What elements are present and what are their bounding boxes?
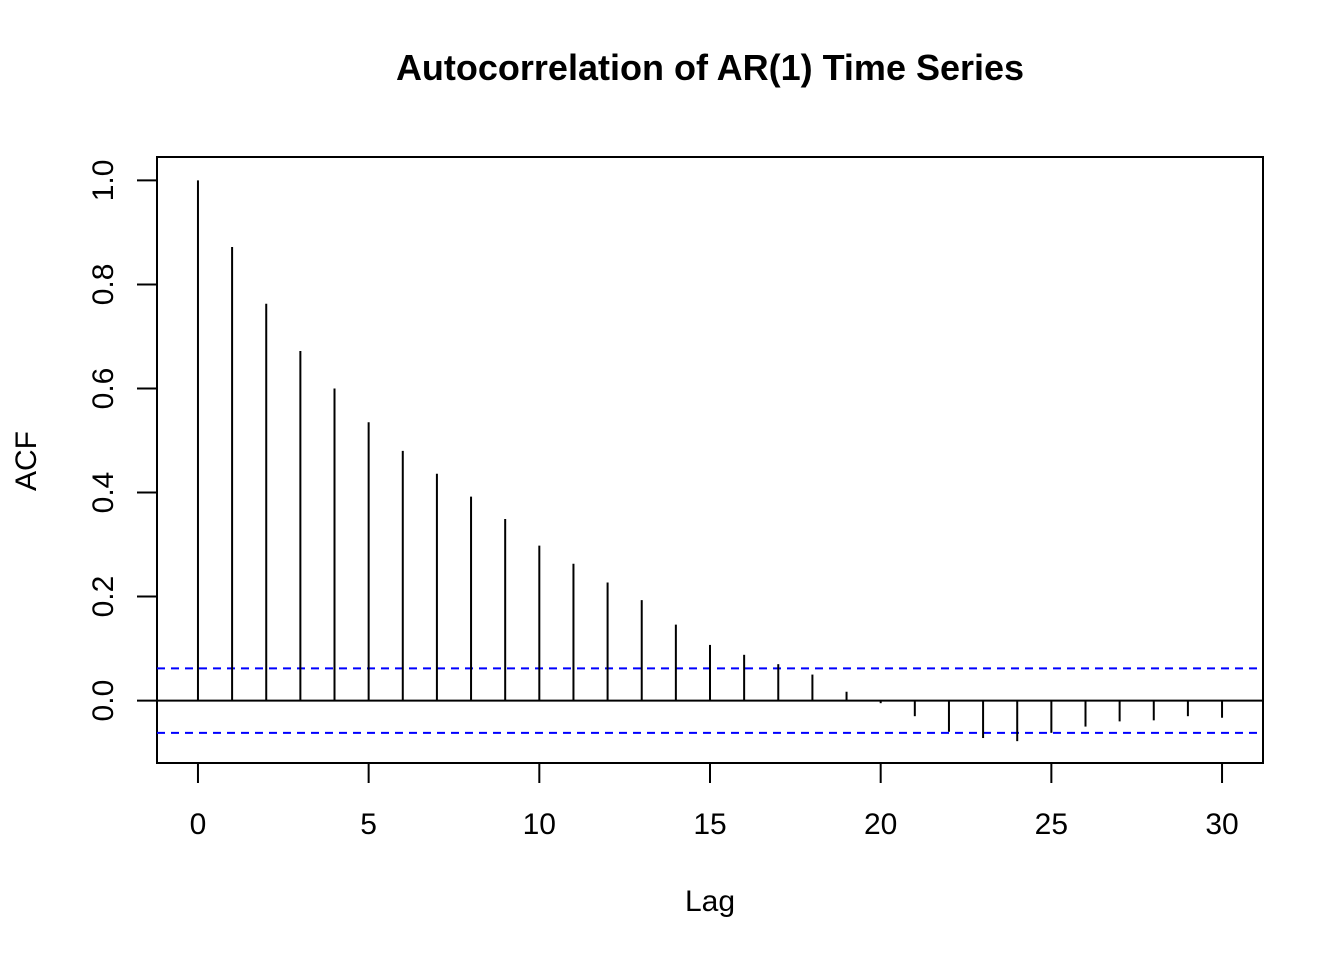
y-tick-label: 0.2: [87, 576, 120, 618]
x-tick-label: 10: [523, 808, 556, 841]
x-tick-label: 5: [360, 808, 377, 841]
chart-title: Autocorrelation of AR(1) Time Series: [396, 47, 1024, 88]
x-axis-label: Lag: [685, 885, 735, 918]
y-tick-label: 0.8: [87, 264, 120, 306]
y-tick-label: 0.0: [87, 680, 120, 722]
y-axis-label: ACF: [10, 431, 43, 491]
x-axis: 0 5 10 15 20 25 30: [190, 762, 1239, 841]
x-tick-label: 15: [693, 808, 726, 841]
x-tick-label: 30: [1205, 808, 1238, 841]
y-tick-label: 0.4: [87, 472, 120, 514]
x-tick-label: 20: [864, 808, 897, 841]
x-tick-label: 25: [1035, 808, 1068, 841]
x-tick-label: 0: [190, 808, 207, 841]
y-axis: 0.0 0.2 0.4 0.6 0.8 1.0: [87, 160, 158, 722]
acf-spikes: [196, 180, 1224, 742]
y-tick-label: 0.6: [87, 368, 120, 410]
y-tick-label: 1.0: [87, 160, 120, 202]
